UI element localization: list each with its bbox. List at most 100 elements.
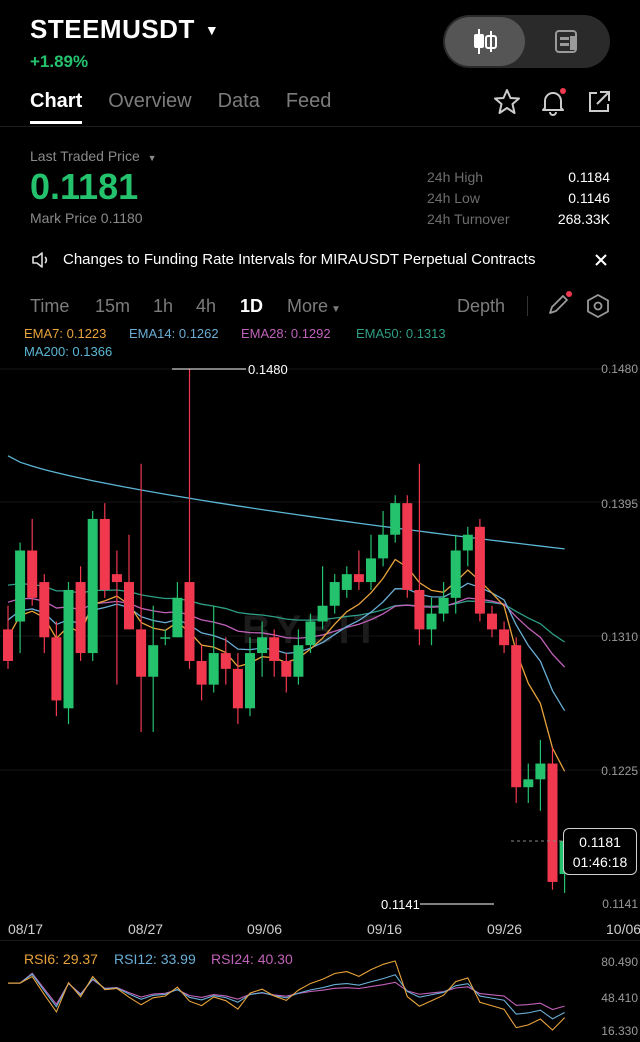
stat-value-high: 0.1184 xyxy=(568,169,610,185)
stat-label-low: 24h Low xyxy=(427,190,480,206)
rsi6-line xyxy=(8,960,565,1031)
depth-button[interactable]: Depth xyxy=(457,296,506,316)
candle xyxy=(160,637,171,639)
candle xyxy=(450,550,461,598)
candle xyxy=(329,582,340,606)
candle xyxy=(269,637,280,661)
candle xyxy=(27,550,38,598)
candle xyxy=(124,582,134,630)
chart-view-button[interactable] xyxy=(445,17,525,66)
last-traded-price-label[interactable]: Last Traded Price ▼ xyxy=(30,148,157,164)
candle xyxy=(414,589,425,630)
stat-value-low: 0.1146 xyxy=(568,190,610,206)
current-price-value: 0.1181 xyxy=(579,834,621,850)
candle xyxy=(257,637,268,654)
candle xyxy=(172,597,183,638)
rsi24-label: RSI24: 40.30 xyxy=(211,951,293,967)
divider xyxy=(0,126,640,127)
tab-chart[interactable]: Chart xyxy=(30,90,83,124)
candle xyxy=(378,534,389,559)
candle xyxy=(341,574,352,590)
divider xyxy=(0,940,640,941)
tab-overview[interactable]: Overview xyxy=(108,90,192,112)
bell-icon[interactable] xyxy=(539,88,567,116)
candle xyxy=(232,668,243,709)
candle xyxy=(15,550,26,622)
timeframe-more[interactable]: More ▼ xyxy=(287,296,341,317)
share-icon[interactable] xyxy=(585,88,613,116)
star-icon[interactable] xyxy=(493,88,521,116)
current-price-tag: 0.1181 01:46:18 xyxy=(563,828,637,875)
y-tick: 0.1141 xyxy=(602,897,638,911)
candle xyxy=(390,503,401,535)
y-tick: 0.1310 xyxy=(601,630,638,644)
last-traded-price-text: Last Traded Price xyxy=(30,148,140,164)
rsi12-label: RSI12: 33.99 xyxy=(114,951,196,967)
caret-down-icon: ▼ xyxy=(331,304,341,315)
stat-label-turnover: 24h Turnover xyxy=(427,211,510,227)
pair-name[interactable]: STEEMUSDT xyxy=(30,14,195,44)
candle xyxy=(547,763,558,882)
timeframe-15m[interactable]: 15m xyxy=(95,296,131,316)
y-tick: 0.1480 xyxy=(601,362,638,376)
candle xyxy=(523,779,534,788)
candle xyxy=(51,637,62,701)
candle xyxy=(499,629,510,646)
candle xyxy=(136,629,147,677)
x-tick: 08/17 xyxy=(8,921,44,937)
candle xyxy=(196,660,207,685)
pencil-icon[interactable] xyxy=(545,291,573,319)
x-tick: 09/06 xyxy=(247,921,283,937)
chevron-down-icon[interactable]: ▼ xyxy=(204,21,220,38)
speaker-icon xyxy=(32,252,48,268)
candle xyxy=(511,645,522,788)
order-book-view-button[interactable] xyxy=(525,17,608,66)
candle xyxy=(208,653,219,685)
candle xyxy=(39,582,50,638)
candle xyxy=(487,613,497,630)
candle xyxy=(75,582,86,654)
settings-icon[interactable] xyxy=(585,293,611,319)
y-tick: 0.1225 xyxy=(601,764,638,778)
timeframe-4h[interactable]: 4h xyxy=(196,296,217,316)
close-icon[interactable] xyxy=(594,253,608,267)
pair-selector[interactable]: STEEMUSDT ▼ xyxy=(30,14,219,45)
candle xyxy=(426,613,437,630)
ema50-label: EMA50: 0.1313 xyxy=(356,326,446,341)
divider xyxy=(527,296,528,316)
chevron-down-icon: ▼ xyxy=(147,153,157,163)
candlestick-icon xyxy=(474,29,497,54)
main-tabs: Chart Overview Data Feed xyxy=(30,90,331,124)
view-toggle[interactable] xyxy=(443,15,610,68)
candle xyxy=(87,518,98,654)
candle xyxy=(402,503,413,590)
ema7-label: EMA7: 0.1223 xyxy=(24,326,107,341)
rsi-tick: 48.410 xyxy=(601,991,638,1005)
candle-countdown: 01:46:18 xyxy=(572,854,628,870)
price-chart[interactable] xyxy=(0,340,640,920)
timeframe-1h[interactable]: 1h xyxy=(153,296,174,316)
rsi6-label: RSI6: 29.37 xyxy=(24,951,98,967)
last-price: 0.1181 xyxy=(30,166,139,207)
candle xyxy=(293,645,304,677)
candle xyxy=(462,534,473,551)
candle xyxy=(305,621,316,646)
x-tick: 09/26 xyxy=(487,921,523,937)
low-marker-label: 0.1141 xyxy=(381,897,420,912)
candle xyxy=(474,526,485,614)
notice-text[interactable]: Changes to Funding Rate Intervals for MI… xyxy=(63,251,536,268)
y-tick: 0.1395 xyxy=(601,497,638,511)
timeframe-1d[interactable]: 1D xyxy=(240,296,264,316)
tab-data[interactable]: Data xyxy=(217,90,260,112)
mark-price: Mark Price 0.1180 xyxy=(30,210,143,226)
candle xyxy=(184,582,195,661)
high-marker-label: 0.1480 xyxy=(248,362,288,377)
rsi-tick: 16.330 xyxy=(601,1024,638,1038)
ema50-line xyxy=(7,583,565,643)
timeframe-time[interactable]: Time xyxy=(30,296,70,316)
candle xyxy=(63,589,74,709)
tab-feed[interactable]: Feed xyxy=(285,90,332,112)
candle xyxy=(281,660,292,677)
candle xyxy=(148,645,159,677)
x-tick: 08/27 xyxy=(128,921,164,937)
